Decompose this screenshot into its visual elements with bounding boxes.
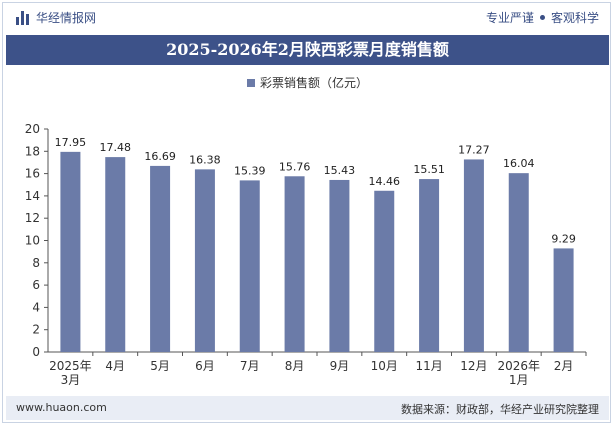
chart-frame xyxy=(2,2,611,423)
x-tick-label: 2月 xyxy=(554,359,574,373)
data-label: 16.38 xyxy=(189,153,221,166)
data-label: 16.69 xyxy=(144,150,176,163)
data-label: 15.76 xyxy=(279,160,311,173)
y-tick-label: 18 xyxy=(25,144,40,158)
data-label: 9.29 xyxy=(551,232,576,245)
x-tick-label: 5月 xyxy=(150,359,170,373)
y-tick-label: 8 xyxy=(32,256,40,270)
chart-title: 2025-2026年2月陕西彩票月度销售额 xyxy=(166,40,449,59)
x-tick-label: 2025年 3月 xyxy=(49,359,92,387)
data-label: 15.43 xyxy=(324,164,356,177)
footer-website[interactable]: www.huaon.com xyxy=(16,401,107,414)
bullet-icon xyxy=(539,15,545,20)
x-tick-label: 12月 xyxy=(460,359,487,373)
bar xyxy=(419,179,440,352)
brand[interactable]: 华经情报网 xyxy=(16,9,96,26)
brand-name: 华经情报网 xyxy=(36,11,97,25)
y-tick-label: 0 xyxy=(32,345,40,359)
x-tick-label: 8月 xyxy=(285,359,305,373)
y-tick-label: 10 xyxy=(25,234,40,248)
legend: 彩票销售额（亿元） xyxy=(0,74,615,91)
bar xyxy=(463,159,484,352)
tagline: 专业严谨 客观科学 xyxy=(486,9,599,26)
x-tick-label: 2026年 1月 xyxy=(497,359,540,387)
bar xyxy=(194,169,215,352)
x-tick-label: 7月 xyxy=(240,359,260,373)
y-tick-label: 12 xyxy=(25,211,40,225)
y-tick-label: 4 xyxy=(32,300,40,314)
bar xyxy=(239,180,260,352)
tagline-right: 客观科学 xyxy=(550,11,599,25)
footer-source: 数据来源：财政部，华经产业研究院整理 xyxy=(401,403,599,416)
data-label: 14.46 xyxy=(369,175,401,188)
data-label: 16.04 xyxy=(503,157,535,170)
bar-chart: 0 2 4 6 8 10 12 14 16 18 20 17.95 2025年 3月 17.48 4月 16.6… xyxy=(25,122,587,387)
legend-swatch xyxy=(246,78,255,87)
bar xyxy=(553,248,574,352)
data-label: 15.39 xyxy=(234,164,266,177)
title-bar: 2025-2026年2月陕西彩票月度销售额 xyxy=(6,35,609,65)
bar xyxy=(329,179,350,352)
brand-logo-icon xyxy=(16,10,30,25)
bar xyxy=(150,165,171,352)
bar xyxy=(284,176,305,352)
x-tick-label: 4月 xyxy=(105,359,125,373)
x-tick-label: 6月 xyxy=(195,359,215,373)
y-tick-label: 2 xyxy=(32,323,40,337)
legend-label: 彩票销售额（亿元） xyxy=(259,76,368,90)
bar xyxy=(508,173,529,352)
x-tick-label: 9月 xyxy=(330,359,350,373)
y-tick-label: 14 xyxy=(25,189,40,203)
footer: www.huaon.com 数据来源：财政部，华经产业研究院整理 xyxy=(6,396,609,420)
top-bar: 华经情报网 专业严谨 客观科学 xyxy=(0,0,615,34)
y-tick-label: 20 xyxy=(25,122,40,136)
data-label: 17.27 xyxy=(458,143,490,156)
bar xyxy=(374,190,395,352)
bar xyxy=(60,151,81,352)
y-tick-label: 6 xyxy=(32,278,40,292)
bar xyxy=(105,157,126,352)
x-tick-label: 11月 xyxy=(415,359,442,373)
x-tick-label: 10月 xyxy=(371,359,398,373)
tagline-left: 专业严谨 xyxy=(485,11,534,25)
y-tick-label: 16 xyxy=(25,167,40,181)
data-label: 17.48 xyxy=(100,141,132,154)
data-label: 15.51 xyxy=(413,163,445,176)
data-label: 17.95 xyxy=(55,136,87,149)
